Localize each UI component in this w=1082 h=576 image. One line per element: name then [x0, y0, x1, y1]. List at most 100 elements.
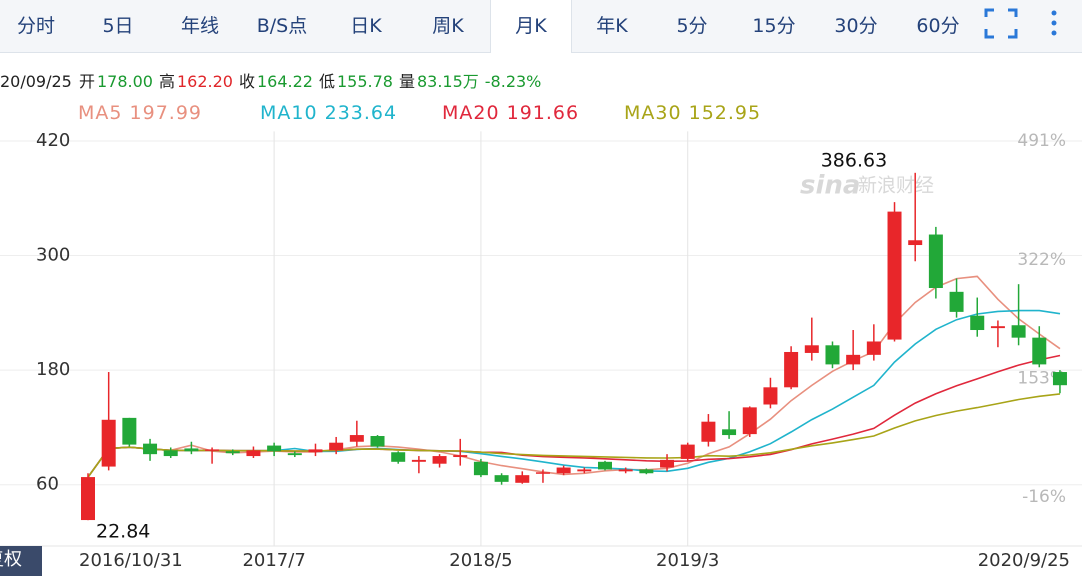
candle-body: [370, 436, 385, 447]
tab[interactable]: B/S点: [256, 15, 308, 37]
candle-body: [949, 291, 964, 312]
candle-body: [970, 315, 985, 331]
x-tick-label: 2017/7: [242, 550, 305, 571]
date: 20/09/25: [0, 72, 72, 91]
candle-body: [225, 451, 240, 454]
ma-line: [87, 393, 1061, 478]
candle-body: [349, 435, 364, 442]
info-value: 155.78: [336, 72, 393, 91]
info-label: 量: [398, 72, 415, 91]
y2-tick-label: 491%: [1017, 131, 1066, 151]
info-value: 164.22: [256, 72, 313, 91]
tab[interactable]: 年K: [596, 15, 628, 37]
candle-body: [308, 449, 323, 453]
candle-body: [267, 445, 282, 452]
adjust-label: 复权: [0, 549, 22, 570]
tab[interactable]: 5分: [676, 15, 708, 37]
adjust-badge: [0, 546, 42, 576]
ma-name: MA10: [260, 102, 318, 124]
candle-body: [722, 429, 737, 436]
info-value: 162.20: [176, 72, 233, 91]
candle-body: [81, 477, 95, 521]
x-tick-label: 2020/9/25: [978, 550, 1070, 571]
ma-name: MA30: [624, 102, 682, 124]
candle-body: [205, 449, 220, 451]
candle-body: [928, 234, 943, 289]
ma-legend-item: MA10 233.64: [260, 102, 397, 124]
y2-tick-label: 153%: [1017, 368, 1066, 388]
watermark: 新浪财经: [858, 175, 934, 197]
ma-value: 191.66: [506, 102, 580, 124]
more-icon[interactable]: [1051, 10, 1057, 36]
ma-name: MA5: [78, 102, 123, 124]
candle-body: [701, 421, 716, 442]
annotation: 22.84: [96, 521, 150, 543]
tab[interactable]: 年线: [180, 15, 219, 37]
y-tick-label: 300: [36, 245, 70, 266]
x-tick-label: 2016/10/31: [79, 550, 183, 571]
candle-body: [784, 351, 799, 388]
tab[interactable]: 分时: [16, 15, 55, 37]
tab[interactable]: 月K: [490, 0, 572, 53]
info-label: 低: [318, 72, 335, 91]
tab[interactable]: 15分: [752, 15, 796, 37]
ma-line: [87, 275, 1061, 478]
ma-legend: MA5 197.99 MA10 233.64 MA20 191.66 MA30 152…: [0, 102, 1082, 128]
candle-body: [618, 469, 633, 472]
candle-body: [825, 345, 840, 365]
y-tick-label: 420: [36, 130, 70, 151]
candle-body: [287, 453, 302, 456]
candle-body: [660, 459, 675, 468]
y2-tick-label: -16%: [1022, 487, 1066, 507]
x-tick-label: 2018/5: [449, 550, 512, 571]
ma-legend-item: MA30 152.95: [624, 102, 761, 124]
candle-body: [1052, 372, 1067, 386]
candle-body: [101, 419, 116, 467]
ma-legend-item: MA20 191.66: [442, 102, 579, 124]
ma-value: 197.99: [129, 102, 203, 124]
candle-body: [515, 475, 530, 483]
tab[interactable]: 日K: [350, 15, 382, 37]
candle-body: [990, 326, 1005, 329]
info-value: 178.00: [96, 72, 153, 91]
candle-body: [846, 354, 861, 365]
ma-value: 233.64: [324, 102, 398, 124]
y-tick-label: 180: [36, 359, 70, 380]
candle-body: [143, 443, 158, 455]
candle-body: [1032, 337, 1047, 365]
info-label: 收: [238, 72, 255, 91]
candle-body: [535, 472, 550, 474]
candle-body: [329, 442, 344, 451]
tab[interactable]: 5日: [102, 15, 134, 37]
candle-body: [742, 407, 757, 435]
x-tick-label: 2019/3: [656, 550, 719, 571]
candle-body: [453, 455, 468, 458]
y2-tick-label: 322%: [1017, 250, 1066, 270]
ma-name: MA20: [442, 102, 500, 124]
info-label: 高: [158, 72, 175, 91]
candle-body: [556, 467, 571, 474]
candle-body: [763, 387, 778, 405]
ma-legend-item: MA5 197.99: [78, 102, 202, 124]
candle-body: [577, 469, 592, 472]
tab[interactable]: 60分: [916, 15, 960, 37]
fullscreen-icon[interactable]: [984, 8, 1018, 39]
candle-body: [680, 444, 695, 459]
tab[interactable]: 30分: [834, 15, 878, 37]
info-label: 开: [78, 72, 95, 91]
candle-body: [391, 452, 406, 462]
candle-body: [184, 448, 199, 452]
tab-icons: [984, 8, 1057, 39]
candle-body: [122, 417, 137, 445]
candle-body: [163, 450, 178, 457]
candle-body: [246, 450, 261, 457]
ma-value: 152.95: [688, 102, 762, 124]
tab[interactable]: 周K: [432, 15, 464, 37]
ma-line: [87, 309, 1061, 478]
candle-body: [432, 456, 447, 464]
y-tick-label: 60: [36, 474, 59, 495]
candle-body: [908, 240, 923, 246]
tab-bar: 分时 5日 年线 B/S点 日K 周K 月K 年K 5分 15分 30分 60分: [0, 0, 1082, 53]
candle-body: [804, 345, 819, 353]
